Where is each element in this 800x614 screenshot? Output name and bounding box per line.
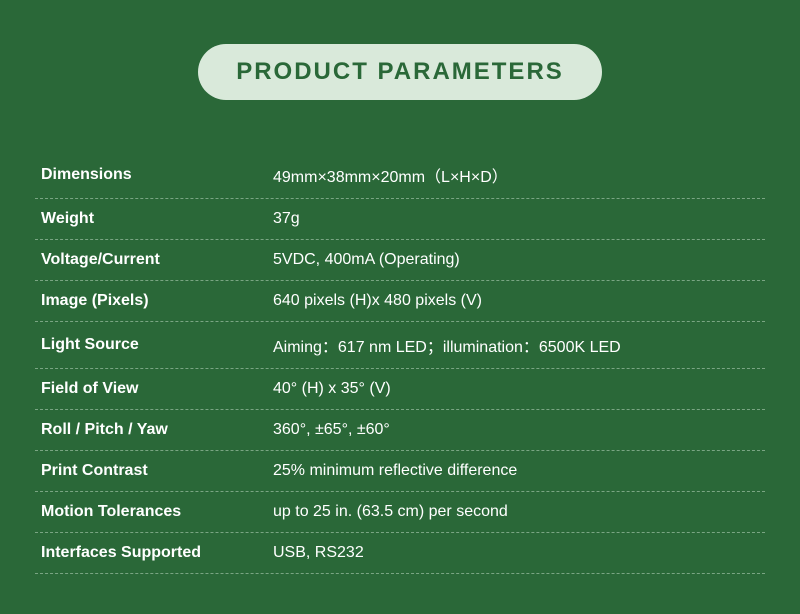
table-row: Light Source Aiming：617 nm LED；illuminat… <box>35 322 765 369</box>
param-label: Dimensions <box>41 166 273 184</box>
param-value: 360°, ±65°, ±60° <box>273 421 765 439</box>
table-row: Motion Tolerances up to 25 in. (63.5 cm)… <box>35 492 765 533</box>
param-label: Print Contrast <box>41 462 273 480</box>
param-value: 5VDC, 400mA (Operating) <box>273 251 765 269</box>
param-label: Light Source <box>41 336 273 354</box>
table-row: Field of View 40° (H) x 35° (V) <box>35 369 765 410</box>
table-row: Weight 37g <box>35 199 765 240</box>
param-label: Image (Pixels) <box>41 292 273 310</box>
parameters-table: Dimensions 49mm×38mm×20mm（L×H×D） Weight … <box>35 152 765 574</box>
table-row: Roll / Pitch / Yaw 360°, ±65°, ±60° <box>35 410 765 451</box>
table-row: Image (Pixels) 640 pixels (H)x 480 pixel… <box>35 281 765 322</box>
param-label: Motion Tolerances <box>41 503 273 521</box>
param-value: 40° (H) x 35° (V) <box>273 380 765 398</box>
title-pill: PRODUCT PARAMETERS <box>198 44 602 100</box>
page: PRODUCT PARAMETERS Dimensions 49mm×38mm×… <box>0 0 800 614</box>
param-label: Roll / Pitch / Yaw <box>41 421 273 439</box>
param-label: Voltage/Current <box>41 251 273 269</box>
table-row: Dimensions 49mm×38mm×20mm（L×H×D） <box>35 152 765 199</box>
param-label: Weight <box>41 210 273 228</box>
param-value: 49mm×38mm×20mm（L×H×D） <box>273 163 765 187</box>
param-value: Aiming：617 nm LED；illumination：6500K LED <box>273 333 765 357</box>
param-value: 25% minimum reflective difference <box>273 462 765 480</box>
param-label: Interfaces Supported <box>41 544 273 562</box>
table-row: Voltage/Current 5VDC, 400mA (Operating) <box>35 240 765 281</box>
param-label: Field of View <box>41 380 273 398</box>
table-row: Print Contrast 25% minimum reflective di… <box>35 451 765 492</box>
table-row: Interfaces Supported USB, RS232 <box>35 533 765 574</box>
param-value: 640 pixels (H)x 480 pixels (V) <box>273 292 765 310</box>
param-value: up to 25 in. (63.5 cm) per second <box>273 503 765 521</box>
param-value: USB, RS232 <box>273 544 765 562</box>
param-value: 37g <box>273 210 765 228</box>
